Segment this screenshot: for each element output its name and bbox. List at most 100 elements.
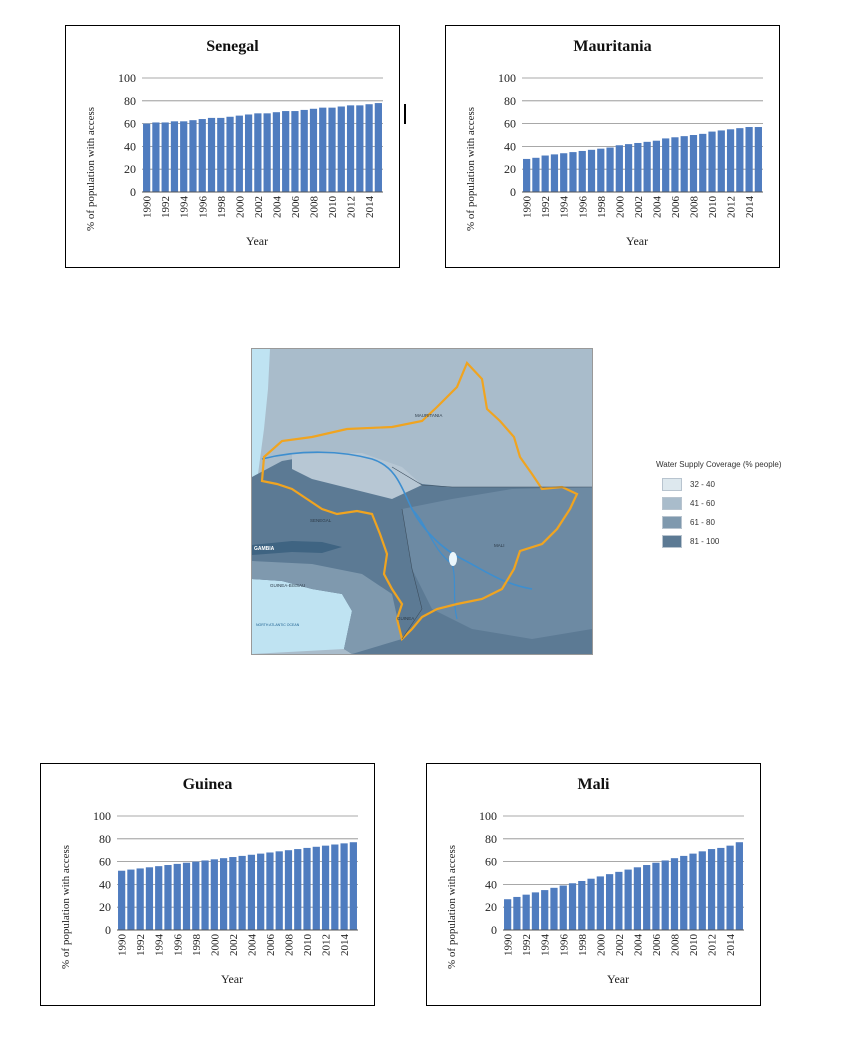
x-tick-label: 2004 bbox=[651, 196, 663, 219]
x-tick-label: 2008 bbox=[308, 196, 320, 219]
map-svg: MAURITANIA SENEGAL MALI GUINEA GUINEA-BI… bbox=[252, 349, 592, 654]
bar-2009 bbox=[699, 133, 707, 192]
y-tick-label: 20 bbox=[504, 162, 516, 176]
bar-1996 bbox=[559, 885, 567, 930]
map-label-gambia: GAMBIA bbox=[254, 546, 275, 552]
bar-1998 bbox=[217, 117, 225, 192]
bar-2008 bbox=[689, 135, 698, 192]
chart-plot: 0 20 40 60 80 100 1990 1992 1994 1996 1998 2000 2002… bbox=[93, 809, 358, 957]
bar-2010 bbox=[708, 131, 716, 192]
bar-2002 bbox=[634, 142, 642, 192]
y-tick-label: 40 bbox=[99, 877, 111, 891]
y-tick-label: 60 bbox=[485, 855, 497, 869]
x-tick-label: 1990 bbox=[503, 934, 515, 957]
bar-2003 bbox=[624, 869, 632, 930]
map-label-guinea: GUINEA bbox=[397, 616, 414, 621]
bar-1994 bbox=[180, 121, 188, 192]
bar-2009 bbox=[680, 855, 688, 930]
bar-2012 bbox=[707, 849, 716, 930]
bar-2007 bbox=[680, 136, 688, 192]
x-tick-label: 1994 bbox=[559, 196, 571, 219]
bar-1996 bbox=[578, 150, 586, 192]
bar-1990 bbox=[523, 158, 531, 192]
y-tick-label: 60 bbox=[504, 117, 516, 131]
x-tick-label: 2000 bbox=[595, 934, 607, 957]
chart-plot: 0 20 40 60 80 100 1990 1992 1994 1996 1998 2000 2002… bbox=[118, 71, 383, 219]
ocean-lower bbox=[252, 579, 352, 654]
x-tick-label: 2012 bbox=[346, 196, 358, 218]
bar-1998 bbox=[597, 148, 605, 192]
chart-title: Mauritania bbox=[573, 38, 652, 55]
x-tick-label: 1990 bbox=[522, 196, 534, 219]
x-tick-label: 1990 bbox=[117, 934, 129, 957]
map-gambia bbox=[252, 541, 342, 555]
map-label-senegal: SENEGAL bbox=[310, 518, 332, 523]
border-mali bbox=[401, 508, 423, 640]
x-tick-label: 2014 bbox=[339, 934, 351, 957]
chart-title: Guinea bbox=[182, 776, 233, 793]
bar-1994 bbox=[155, 866, 163, 930]
bar-1992 bbox=[161, 122, 169, 192]
bar-2013 bbox=[736, 128, 744, 192]
x-tick-label: 2008 bbox=[688, 196, 700, 219]
x-tick-label: 2008 bbox=[669, 934, 681, 957]
x-tick-label: 2010 bbox=[707, 196, 719, 219]
bar-2009 bbox=[319, 107, 327, 192]
x-tick-label: 2006 bbox=[670, 196, 682, 219]
bar-1997 bbox=[182, 862, 191, 930]
x-tick-label: 1996 bbox=[558, 934, 570, 957]
x-axis-label: Year bbox=[246, 234, 269, 248]
x-tick-label: 1992 bbox=[521, 934, 533, 956]
x-tick-label: 2014 bbox=[725, 934, 737, 957]
bar-2014 bbox=[365, 104, 373, 192]
bar-2014 bbox=[726, 845, 734, 930]
bar-1995 bbox=[569, 152, 577, 192]
basin-boundary bbox=[260, 361, 579, 642]
legend-item: 32 - 40 bbox=[656, 475, 782, 494]
bar-2015 bbox=[735, 842, 743, 930]
bar-2002 bbox=[254, 113, 262, 192]
bar-2003 bbox=[238, 855, 246, 930]
bar-2008 bbox=[309, 108, 318, 192]
mauritania-chart: Mauritania% of population with access Yea… bbox=[445, 25, 780, 268]
x-tick-label: 2004 bbox=[271, 196, 283, 219]
bar-2002 bbox=[615, 871, 623, 930]
x-tick-label: 1994 bbox=[540, 934, 552, 957]
bar-1999 bbox=[606, 147, 614, 192]
x-tick-label: 1992 bbox=[135, 934, 147, 956]
x-tick-label: 1998 bbox=[577, 934, 589, 957]
bar-2006 bbox=[652, 862, 660, 930]
y-tick-label: 100 bbox=[118, 71, 136, 85]
legend-swatch bbox=[662, 497, 682, 510]
bar-1993 bbox=[145, 867, 154, 930]
x-tick-label: 1996 bbox=[172, 934, 184, 957]
bar-2005 bbox=[662, 138, 670, 192]
x-tick-label: 2012 bbox=[707, 934, 719, 956]
legend-item: 41 - 60 bbox=[656, 494, 782, 513]
mali-chart: Mali% of population with access Year 0 20 40… bbox=[426, 763, 761, 1006]
bar-1991 bbox=[127, 869, 135, 930]
x-tick-label: 2004 bbox=[632, 934, 644, 957]
bar-2013 bbox=[331, 844, 339, 930]
bar-2000 bbox=[596, 876, 604, 930]
y-tick-label: 100 bbox=[479, 809, 497, 823]
y-tick-label: 20 bbox=[99, 900, 111, 914]
bar-2010 bbox=[328, 107, 336, 192]
x-tick-label: 2014 bbox=[744, 196, 756, 219]
legend-label: 32 - 40 bbox=[690, 480, 715, 489]
bar-2008 bbox=[670, 858, 679, 930]
bar-2010 bbox=[689, 853, 697, 930]
y-tick-label: 40 bbox=[485, 877, 497, 891]
bar-2011 bbox=[717, 130, 725, 192]
y-tick-label: 100 bbox=[93, 809, 111, 823]
bar-2011 bbox=[312, 846, 320, 930]
map-label-ocean: NORTH ATLANTIC OCEAN bbox=[256, 623, 300, 627]
y-tick-label: 60 bbox=[124, 117, 136, 131]
bar-2009 bbox=[294, 849, 302, 930]
x-tick-label: 2004 bbox=[246, 934, 258, 957]
bar-2013 bbox=[356, 105, 364, 192]
bar-1990 bbox=[504, 899, 512, 930]
bar-1991 bbox=[513, 896, 521, 930]
legend-item: 81 - 100 bbox=[656, 532, 782, 551]
map-region-guinea bbox=[252, 561, 402, 654]
